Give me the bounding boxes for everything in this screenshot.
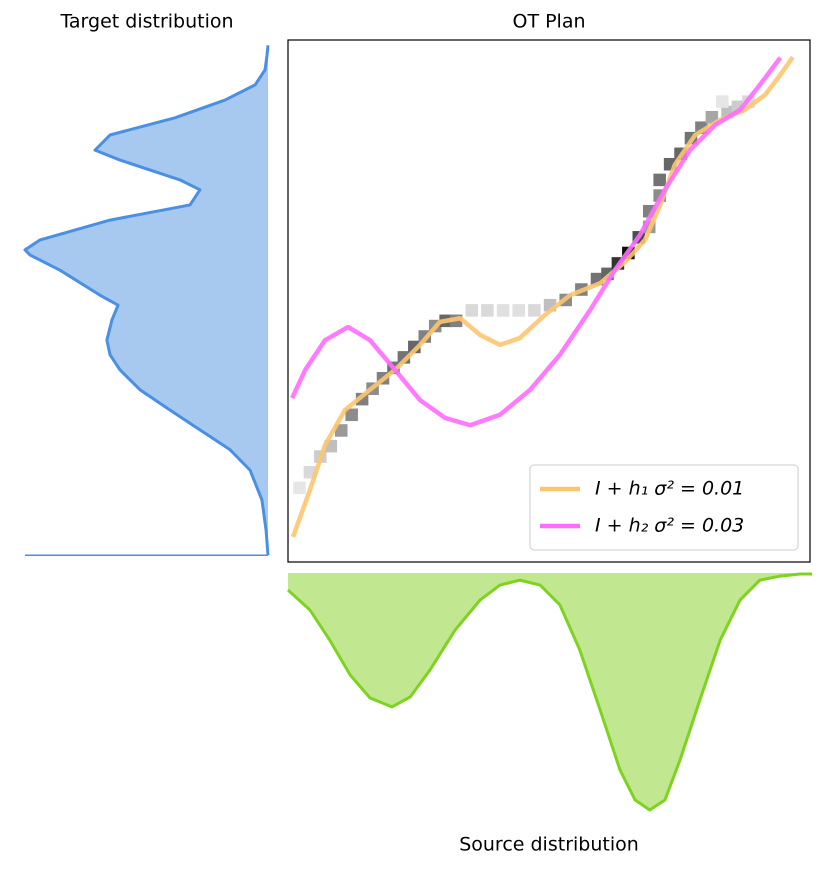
panel-title: Target distribution xyxy=(59,11,233,33)
map-line xyxy=(290,56,783,428)
plan-cell xyxy=(716,95,729,108)
plan-cell xyxy=(481,304,494,317)
density-line xyxy=(286,572,813,812)
density-line xyxy=(23,45,270,556)
legend-label: I + h₁ σ² = 0.01 xyxy=(595,478,744,500)
plan-cell xyxy=(705,110,719,124)
density-area xyxy=(25,45,268,556)
plan-cell xyxy=(496,304,510,317)
plot-frame xyxy=(287,39,811,563)
plan-cell xyxy=(345,408,358,422)
plan-cell xyxy=(465,304,479,317)
legend-box xyxy=(529,464,799,551)
legend-label: I + h₂ σ² = 0.03 xyxy=(595,515,744,537)
plan-cell xyxy=(512,304,525,317)
panel-title: OT Plan xyxy=(512,11,585,33)
plan-cell xyxy=(528,304,541,317)
panel-title: Source distribution xyxy=(459,834,639,856)
density-area xyxy=(288,573,813,810)
plan-cell xyxy=(653,173,666,187)
plan-cell xyxy=(293,481,306,495)
plan-cell xyxy=(334,424,348,437)
